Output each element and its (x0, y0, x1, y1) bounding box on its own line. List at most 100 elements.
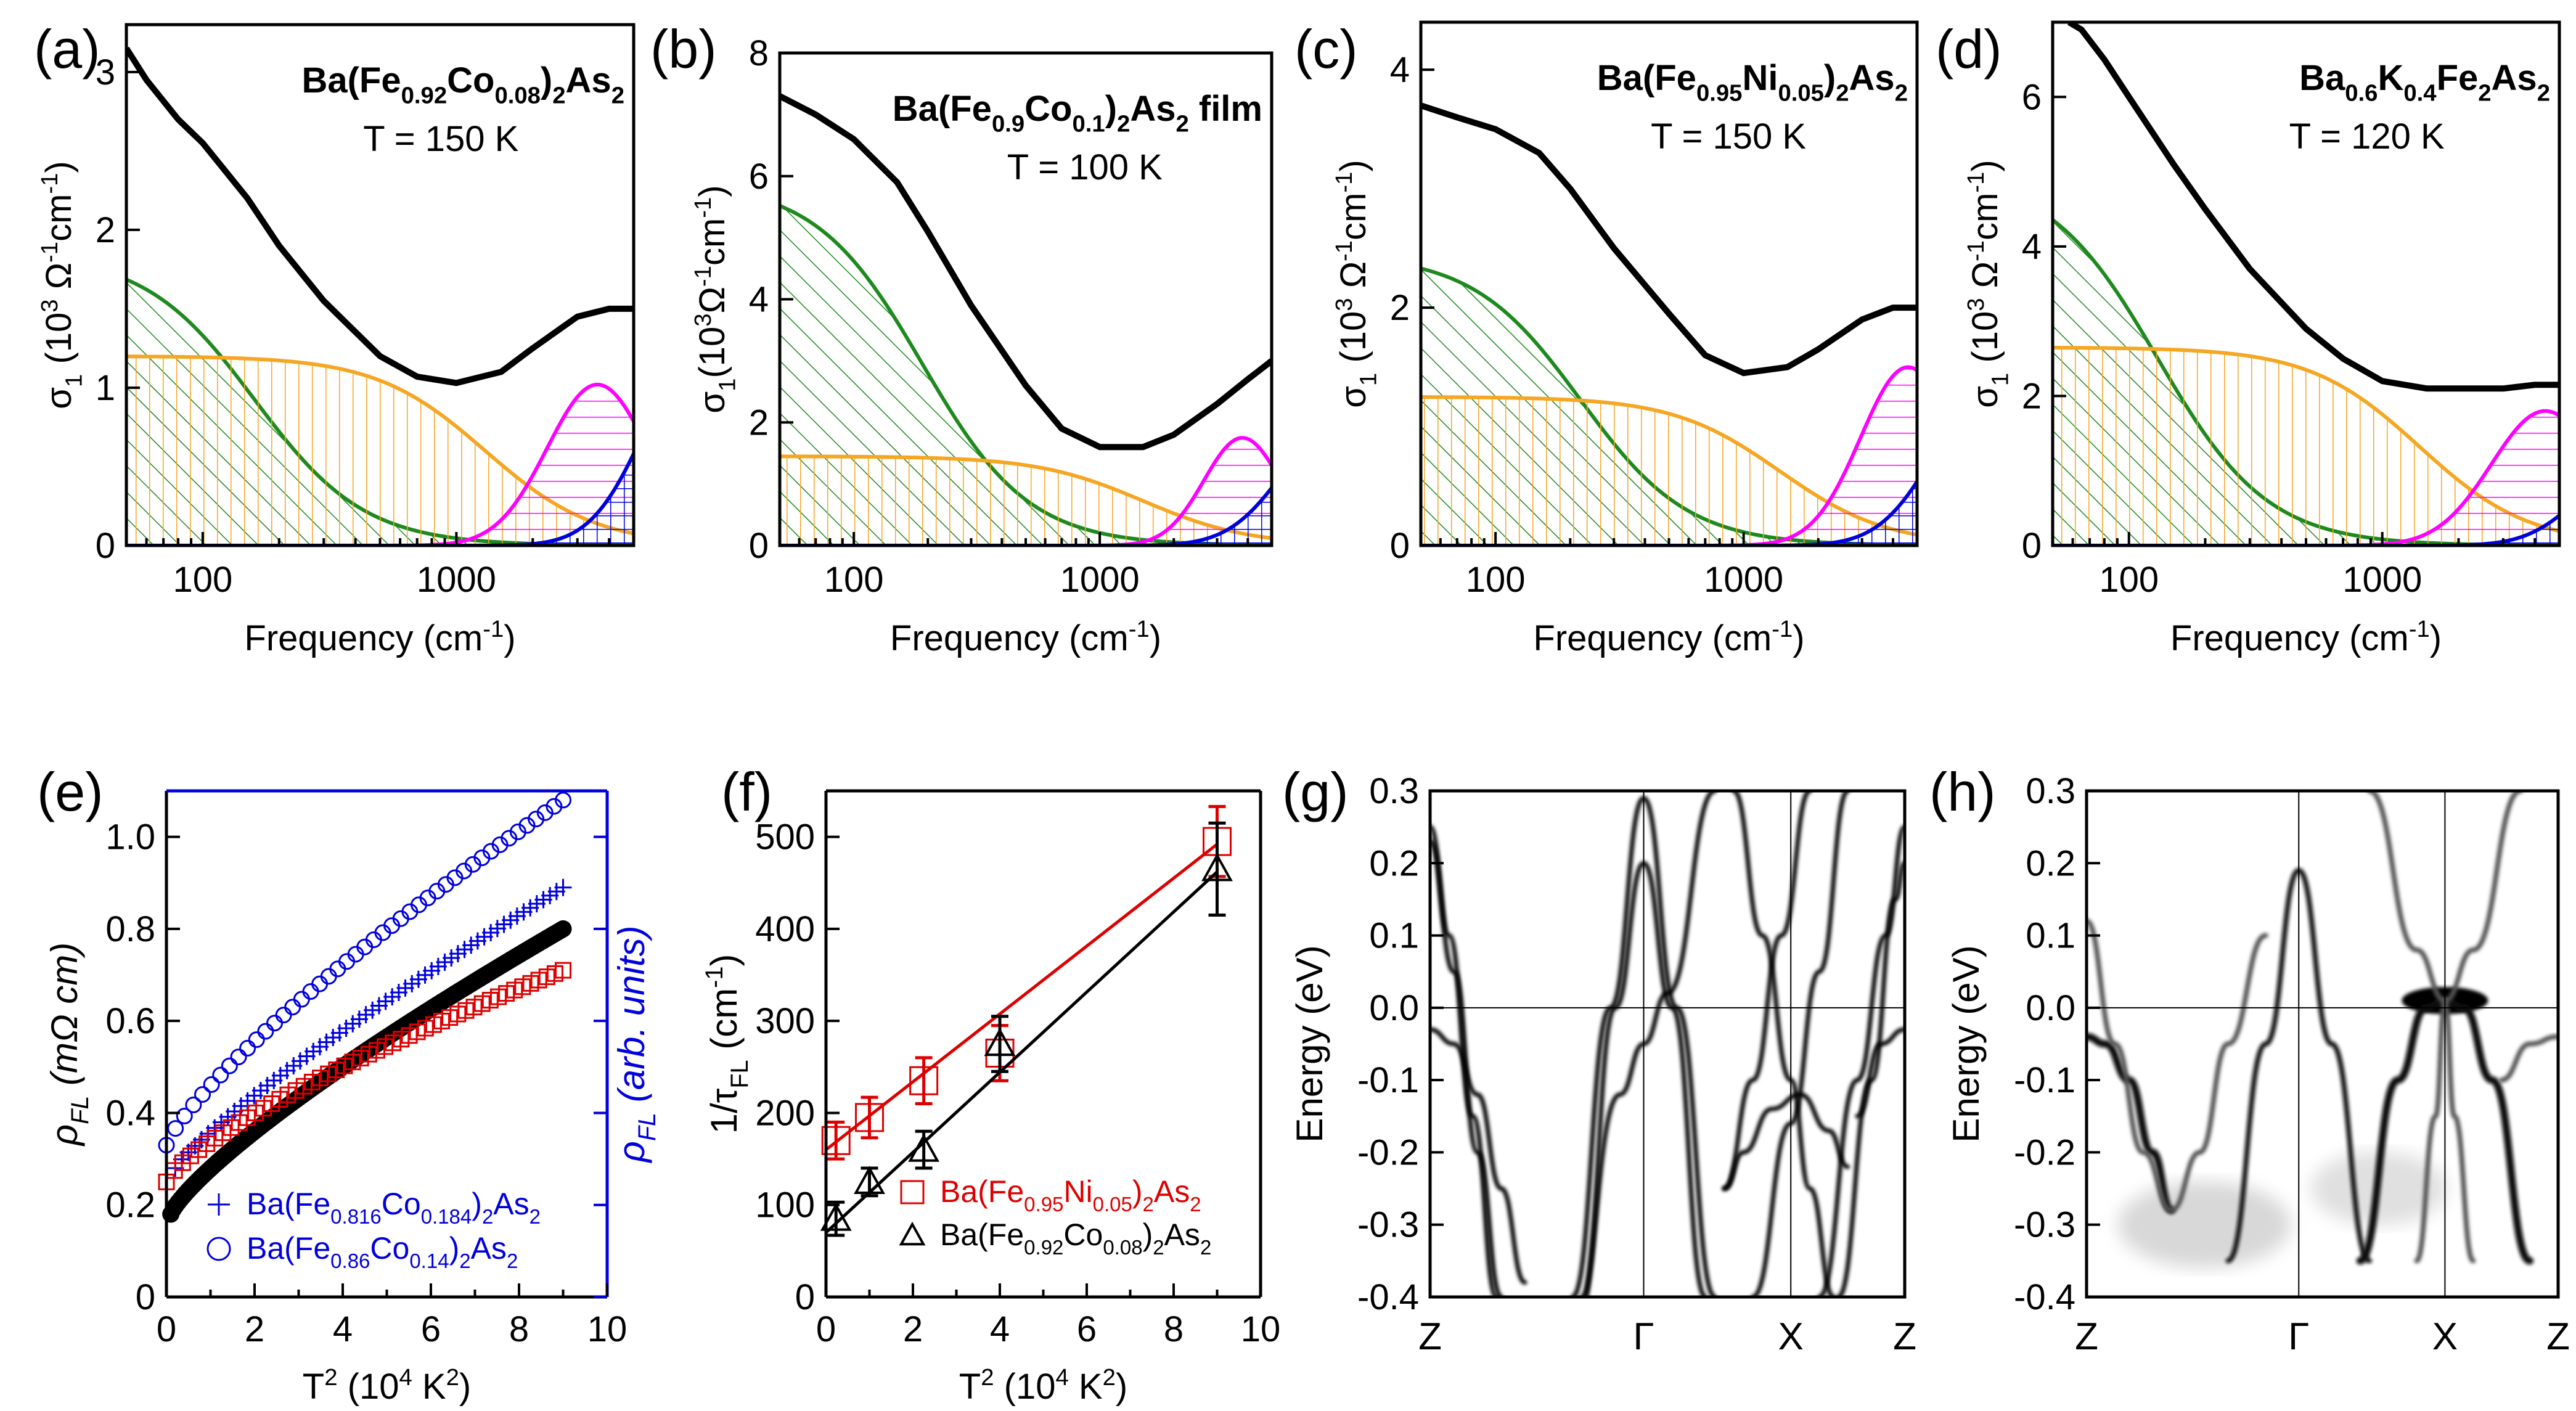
data-point (293, 991, 310, 1008)
data-point (555, 962, 571, 979)
y-axis-label: σ1 (103 Ω-1cm-1) (1963, 160, 2013, 408)
y-tick-label: 2 (96, 210, 115, 250)
y-tick-label: 1 (96, 368, 115, 408)
y-tick-label: 0.2 (1369, 843, 1419, 883)
band-line (1751, 791, 1850, 1297)
data-point (212, 1066, 229, 1084)
component-line (126, 452, 634, 546)
data-point (555, 791, 571, 809)
y-tick-label: 300 (755, 1001, 815, 1041)
x-tick-label: 1000 (1704, 560, 1783, 600)
band-line (1817, 825, 1905, 1297)
k-point-label: X (1778, 1315, 1804, 1358)
panel-label: (h) (1929, 761, 1996, 822)
data-point (820, 1203, 852, 1231)
data-point (275, 1007, 292, 1024)
panel-title: Ba(Fe0.95Ni0.05)2As2 (1597, 58, 1908, 106)
component-fill (2053, 348, 2559, 546)
x-tick-label: 6 (421, 1309, 441, 1349)
x-tick-label: 4 (333, 1309, 353, 1349)
data-point (821, 1126, 851, 1155)
y-tick-label: 4 (2022, 227, 2042, 267)
total-conductivity-line (2067, 22, 2559, 392)
panel-e: 0 2 4 6 8 10 0 0.2 0.4 0.6 0.8 1.0 T2 (104 K2) ρFL (m… (37, 761, 661, 1407)
x-tick-label: 1000 (417, 560, 496, 600)
panel-title: Ba0.6K0.4Fe2As2 (2299, 58, 2550, 106)
y-tick-label: 0 (795, 1277, 815, 1317)
band-line (1836, 861, 1905, 1297)
data-point (203, 1076, 220, 1093)
x-tick-label: 6 (1077, 1309, 1097, 1349)
data-point (1201, 853, 1233, 881)
component-fill (126, 356, 634, 546)
legend-label: Ba(Fe0.92Co0.08)2As2 (940, 1217, 1211, 1259)
y-tick-label: 0.3 (2026, 771, 2075, 811)
y-tick-label: 0.3 (1369, 771, 1419, 811)
y-tick-label: -0.1 (1357, 1060, 1419, 1100)
data-point (909, 1066, 939, 1095)
plot-area (1421, 102, 1917, 546)
band-line (1732, 791, 1836, 1297)
data-point (984, 1028, 1016, 1057)
axes-frame (2085, 789, 2560, 1299)
data-point (239, 1039, 256, 1057)
x-axis-label: Frequency (cm-1) (2170, 616, 2442, 658)
band-line (2087, 1033, 2175, 1214)
y-tick-label: 0.2 (2026, 843, 2075, 883)
x-tick-label: 2 (245, 1309, 264, 1349)
haze-blob (2118, 1181, 2291, 1268)
panel-label: (a) (34, 18, 100, 80)
x-tick-label: 100 (1466, 560, 1526, 600)
data-point (855, 1103, 884, 1132)
y-tick-label: 0.1 (2026, 916, 2075, 956)
k-point-label: Γ (2288, 1315, 2309, 1358)
band-line (1722, 1092, 1850, 1191)
y-tick-label: 0 (136, 1277, 155, 1317)
y-axis-label: Energy (eV) (1945, 945, 1987, 1142)
panel-label: (b) (650, 18, 717, 80)
fit-line (825, 870, 1219, 1234)
panel-label: (e) (37, 761, 104, 822)
y2-axis-label: ρFL (arb. units) (611, 926, 661, 1164)
y-axis-label: 1/τFL (cm-1) (701, 954, 753, 1134)
legend-marker (899, 1221, 926, 1246)
component-fill (1421, 397, 1917, 546)
error-bar (1208, 821, 1226, 917)
y-tick-label: 0 (1390, 526, 1410, 566)
data-point (266, 1015, 283, 1032)
panel-b: 100 1000 0 2 4 6 8 Frequency (cm-1) σ1(103Ω-1cm-… (650, 18, 1274, 658)
data-point (230, 1049, 247, 1066)
y-tick-label: 0 (749, 526, 769, 566)
y-tick-label: 0.4 (105, 1093, 155, 1133)
y-tick-label: 8 (749, 33, 769, 73)
y-tick-label: 2 (749, 403, 769, 443)
y-tick-label: 3 (96, 52, 115, 92)
y-tick-label: 4 (749, 280, 769, 320)
band-line (1855, 1027, 1905, 1119)
panel-label: (d) (1936, 18, 2002, 80)
x-tick-label: 100 (824, 560, 884, 600)
plot-area (780, 93, 1272, 546)
y-tick-label: -0.4 (2014, 1277, 2075, 1317)
total-conductivity-line (126, 46, 634, 386)
data-point (167, 1120, 184, 1137)
component-fill (780, 456, 1272, 546)
total-conductivity-line (780, 93, 1272, 451)
legend-marker (206, 1237, 231, 1261)
error-bar (991, 1015, 1008, 1073)
data-point (311, 975, 329, 992)
panel-title: Ba(Fe0.92Co0.08)2As2 (301, 60, 624, 108)
x-axis-label: Frequency (cm-1) (244, 616, 515, 658)
legend-marker (208, 1193, 230, 1216)
axes-frame (1428, 789, 1907, 1299)
x-tick-label: 10 (1241, 1309, 1281, 1349)
component-fill (2053, 411, 2559, 546)
y-tick-label: -0.2 (2014, 1132, 2075, 1172)
y-tick-label: 0.2 (105, 1185, 155, 1225)
y-tick-label: 6 (2022, 77, 2042, 117)
y-tick-label: 4 (1390, 50, 1410, 90)
panel-c: 100 1000 0 2 4 Frequency (cm-1) σ1 (103 Ω-1cm-… (1294, 18, 1919, 658)
